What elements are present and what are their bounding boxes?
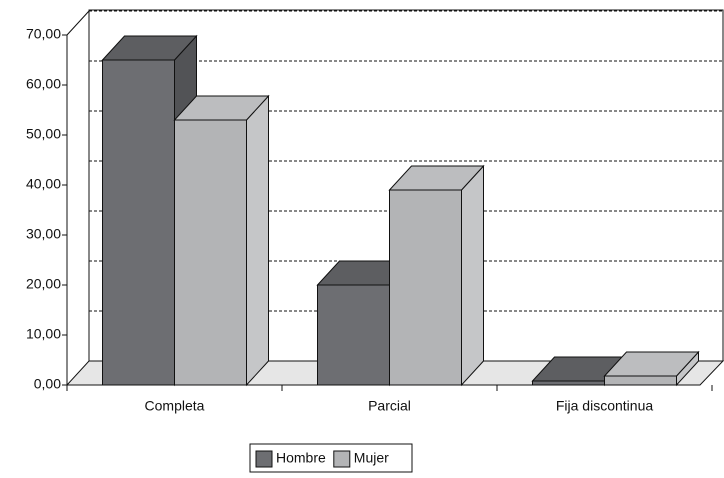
y-tick-label: 40,00 [26,176,61,192]
y-tick-label: 20,00 [26,276,61,292]
y-tick-label: 70,00 [26,26,61,42]
bar [102,59,175,386]
bar [604,375,677,386]
legend-label: Mujer [354,450,389,466]
x-tick-label: Fija discontinua [556,398,653,414]
bar-side [461,164,484,387]
y-tick-label: 0,00 [34,376,61,392]
bar [174,119,247,386]
x-tick-label: Parcial [368,398,411,414]
y-tick-label: 50,00 [26,126,61,142]
bar-side [246,94,269,387]
legend-label: Hombre [276,450,326,466]
legend-box [249,443,413,473]
bar [532,380,605,386]
bar [389,189,462,386]
y-tick-label: 30,00 [26,226,61,242]
legend-swatch [255,450,273,468]
y-axis [66,10,90,385]
legend-swatch [333,450,351,468]
x-tick-label: Completa [145,398,205,414]
y-tick-label: 10,00 [26,326,61,342]
bar [317,284,390,386]
y-tick-label: 60,00 [26,76,61,92]
